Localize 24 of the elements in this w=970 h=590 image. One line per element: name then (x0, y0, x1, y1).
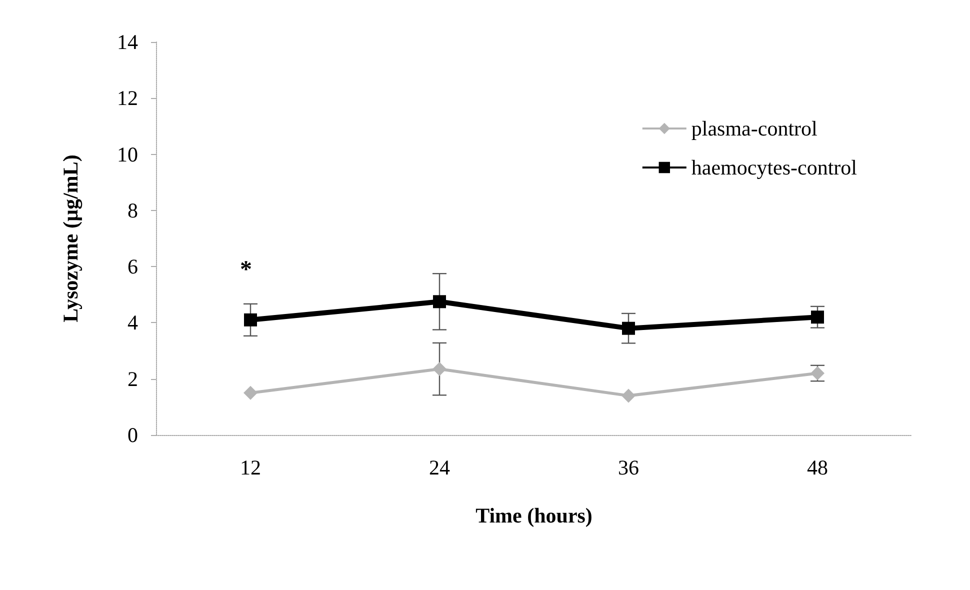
x-tick-label: 24 (429, 456, 450, 480)
y-tick-label: 0 (128, 423, 138, 447)
y-tick-label: 14 (117, 30, 138, 54)
y-axis-title: Lysozyme (µg/mL) (58, 154, 82, 322)
point (811, 310, 824, 324)
y-tick-label: 6 (128, 254, 138, 279)
y-tick-label: 4 (128, 310, 138, 335)
annotation: * (240, 257, 252, 283)
x-axis-title: Time (hours) (476, 504, 592, 528)
x-tick-label: 48 (807, 456, 828, 480)
y-tick-label: 2 (128, 366, 138, 391)
x-tick-label: 36 (618, 456, 639, 480)
y-tick-label: 10 (117, 142, 138, 166)
point (244, 386, 258, 400)
y-tick-label: 12 (117, 86, 138, 110)
y-tick-label: 8 (128, 198, 138, 222)
point (622, 322, 635, 335)
point (244, 313, 257, 326)
legend-label: plasma-control (691, 116, 818, 140)
point (432, 362, 446, 376)
point (433, 295, 446, 308)
point (622, 388, 636, 403)
x-tick-label: 12 (240, 456, 261, 480)
legend-label: haemocytes-control (691, 156, 858, 180)
